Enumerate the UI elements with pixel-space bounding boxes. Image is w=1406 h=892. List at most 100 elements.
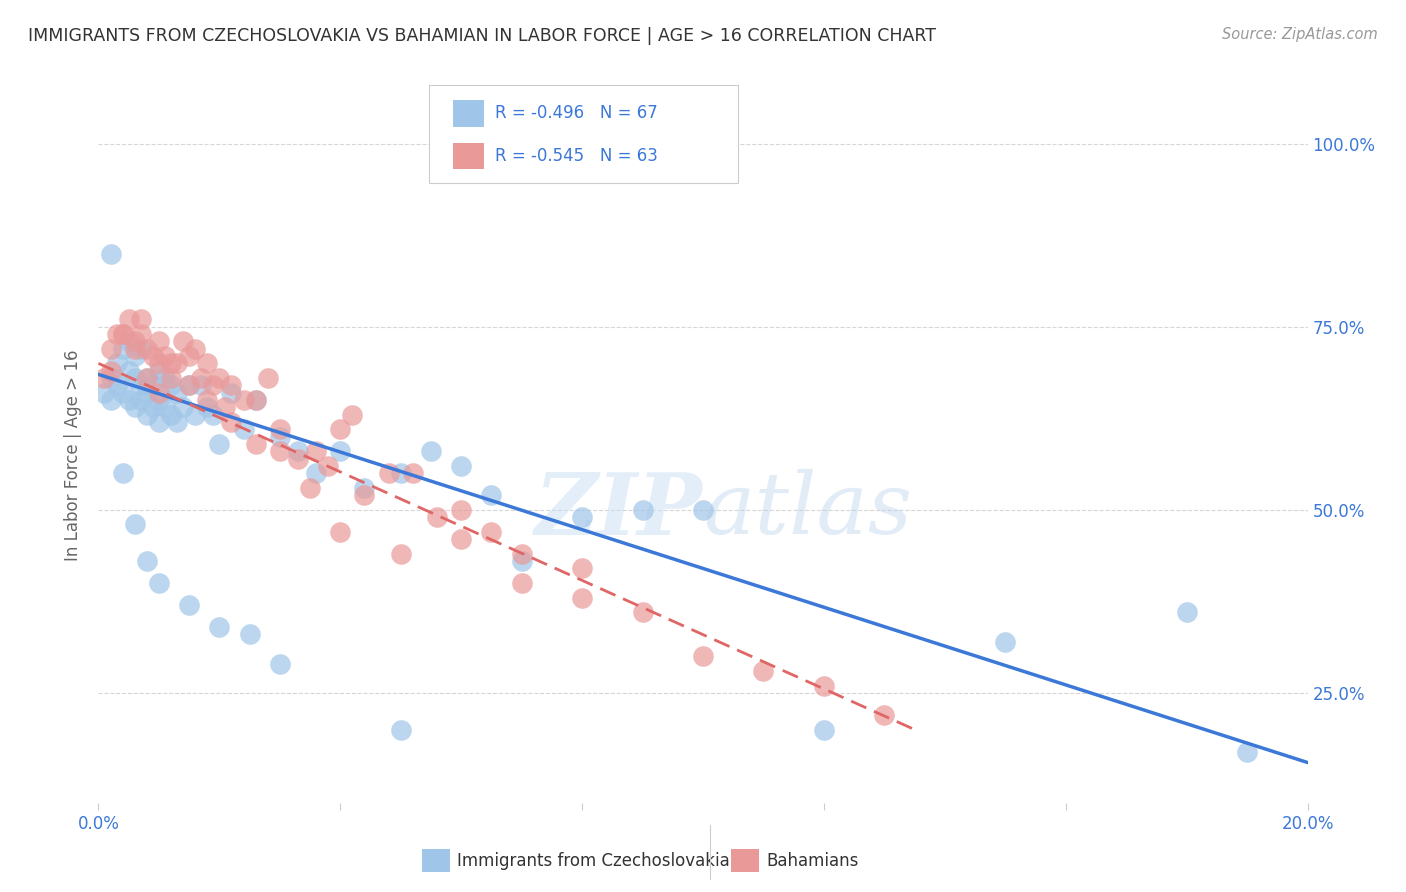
Point bbox=[124, 334, 146, 349]
Point bbox=[450, 503, 472, 517]
Point bbox=[631, 606, 654, 620]
Point bbox=[221, 378, 243, 392]
Point bbox=[245, 392, 267, 407]
Point bbox=[190, 371, 212, 385]
Point bbox=[510, 576, 533, 591]
Point bbox=[142, 349, 165, 363]
Point bbox=[100, 364, 122, 378]
Point bbox=[221, 415, 243, 429]
Point bbox=[124, 401, 146, 415]
Point bbox=[813, 723, 835, 737]
Point bbox=[571, 510, 593, 524]
Point bbox=[208, 437, 231, 451]
Point bbox=[269, 422, 291, 436]
Point bbox=[105, 327, 128, 342]
Point bbox=[208, 371, 231, 385]
Point bbox=[93, 385, 115, 400]
Point bbox=[172, 401, 194, 415]
Point bbox=[160, 378, 183, 392]
Point bbox=[100, 371, 122, 385]
Point bbox=[124, 371, 146, 385]
Point bbox=[420, 444, 443, 458]
Point bbox=[111, 342, 134, 356]
Point bbox=[129, 342, 152, 356]
Point bbox=[129, 392, 152, 407]
Point bbox=[195, 356, 218, 370]
Point bbox=[124, 517, 146, 532]
Point bbox=[153, 401, 176, 415]
Point bbox=[195, 392, 218, 407]
Point bbox=[202, 408, 225, 422]
Point bbox=[813, 679, 835, 693]
Point bbox=[105, 356, 128, 370]
Point bbox=[305, 467, 328, 481]
Point bbox=[305, 444, 328, 458]
Point bbox=[100, 246, 122, 260]
Point bbox=[402, 467, 425, 481]
Point bbox=[179, 378, 201, 392]
Point bbox=[450, 458, 472, 473]
Point bbox=[287, 451, 309, 466]
Point bbox=[994, 634, 1017, 648]
Point bbox=[873, 707, 896, 722]
Point bbox=[153, 349, 176, 363]
Point bbox=[118, 312, 141, 326]
Point bbox=[389, 547, 412, 561]
Point bbox=[299, 481, 322, 495]
Point bbox=[208, 620, 231, 634]
Text: atlas: atlas bbox=[703, 469, 912, 552]
Point bbox=[111, 467, 134, 481]
Point bbox=[202, 378, 225, 392]
Point bbox=[129, 327, 152, 342]
Point bbox=[129, 378, 152, 392]
Point bbox=[389, 723, 412, 737]
Text: R = -0.496   N = 67: R = -0.496 N = 67 bbox=[495, 104, 658, 122]
Point bbox=[118, 334, 141, 349]
Point bbox=[100, 392, 122, 407]
Point bbox=[245, 392, 267, 407]
Point bbox=[135, 342, 157, 356]
Point bbox=[135, 408, 157, 422]
Point bbox=[232, 422, 254, 436]
Point bbox=[269, 444, 291, 458]
Point bbox=[142, 378, 165, 392]
Point bbox=[571, 591, 593, 605]
Point bbox=[353, 481, 375, 495]
Y-axis label: In Labor Force | Age > 16: In Labor Force | Age > 16 bbox=[65, 349, 83, 561]
Point bbox=[214, 401, 236, 415]
Point bbox=[269, 657, 291, 671]
Point bbox=[148, 356, 170, 370]
Point bbox=[245, 437, 267, 451]
Point bbox=[135, 385, 157, 400]
Point bbox=[631, 503, 654, 517]
Point bbox=[124, 342, 146, 356]
Point bbox=[269, 429, 291, 443]
Point bbox=[184, 408, 207, 422]
Point bbox=[752, 664, 775, 678]
Point bbox=[142, 401, 165, 415]
Point bbox=[160, 408, 183, 422]
Point bbox=[221, 385, 243, 400]
Point bbox=[148, 364, 170, 378]
Point bbox=[329, 524, 352, 539]
Point bbox=[172, 334, 194, 349]
Point bbox=[148, 334, 170, 349]
Text: IMMIGRANTS FROM CZECHOSLOVAKIA VS BAHAMIAN IN LABOR FORCE | AGE > 16 CORRELATION: IMMIGRANTS FROM CZECHOSLOVAKIA VS BAHAMI… bbox=[28, 27, 936, 45]
Point bbox=[129, 312, 152, 326]
Point bbox=[153, 371, 176, 385]
Point bbox=[692, 503, 714, 517]
Point bbox=[510, 554, 533, 568]
Point bbox=[184, 342, 207, 356]
Point bbox=[179, 349, 201, 363]
Point bbox=[232, 392, 254, 407]
Point bbox=[256, 371, 278, 385]
Point bbox=[135, 371, 157, 385]
Point bbox=[510, 547, 533, 561]
Point bbox=[179, 598, 201, 612]
Point bbox=[135, 554, 157, 568]
Point bbox=[160, 356, 183, 370]
Point bbox=[426, 510, 449, 524]
Point bbox=[148, 392, 170, 407]
Point bbox=[166, 356, 188, 370]
Point bbox=[166, 415, 188, 429]
